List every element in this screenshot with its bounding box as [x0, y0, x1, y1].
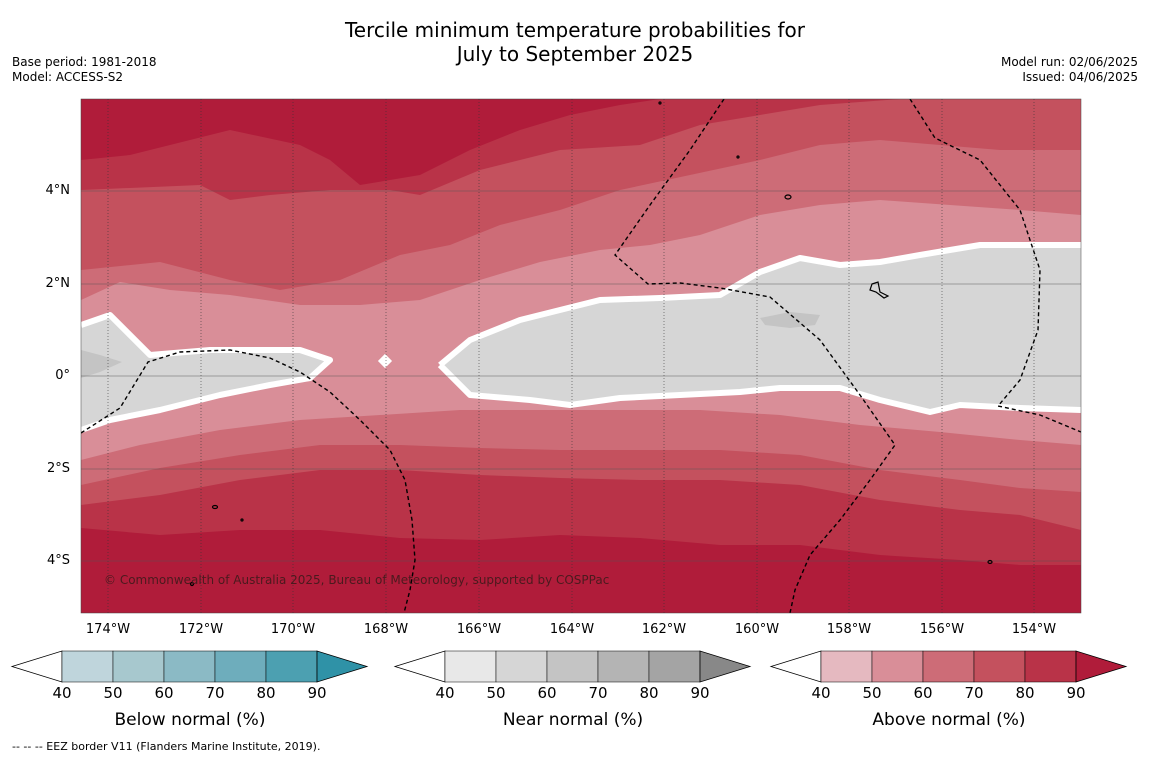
graticule-parallels — [81, 190, 1081, 562]
run-info-right: Model run: 02/06/2025 Issued: 04/06/2025 — [1001, 55, 1138, 85]
lon-tick-174w: 174°W — [85, 622, 131, 637]
near-normal-upper-extend — [699, 650, 752, 683]
above-normal-lower-extend — [769, 650, 822, 683]
lat-tick-0: 0° — [55, 368, 70, 383]
lat-tick-4n: 4°N — [45, 183, 71, 198]
lat-tick-2s: 2°S — [46, 461, 70, 476]
near-normal-title: Near normal (%) — [502, 710, 644, 730]
below-normal-level-label: 80 — [256, 684, 276, 702]
map-title: Tercile minimum temperature probabilitie… — [0, 18, 1150, 66]
near-normal-50-patch — [760, 312, 820, 328]
islands — [189, 101, 993, 587]
above-normal-title: Above normal (%) — [872, 710, 1026, 730]
lon-tick-166w: 166°W — [456, 622, 502, 637]
lon-tick-162w: 162°W — [641, 622, 687, 637]
above-normal-level-label: 80 — [1015, 684, 1035, 702]
below-normal-title: Below normal (%) — [114, 710, 266, 730]
near-normal-level-label: 90 — [690, 684, 710, 702]
below-normal-level-label: 50 — [103, 684, 123, 702]
below-normal-segment — [214, 650, 267, 683]
lat-tick-4s: 4°S — [46, 553, 70, 568]
above-normal-segment — [871, 650, 924, 683]
below-normal-segment — [163, 650, 216, 683]
colorbars — [10, 650, 1128, 683]
below-normal-colorbar — [10, 650, 369, 683]
above-normal-segment — [922, 650, 975, 683]
model-name: Model: ACCESS-S2 — [12, 70, 124, 84]
near-normal-segment — [648, 650, 701, 683]
above-80-south — [81, 528, 1081, 613]
near-normal-segment — [546, 650, 599, 683]
probability-map — [81, 99, 1081, 613]
below-normal-level-label: 40 — [52, 684, 72, 702]
near-normal-segment — [597, 650, 650, 683]
above-normal-level-label: 40 — [811, 684, 831, 702]
near-normal-lower-extend — [393, 650, 446, 683]
below-normal-lower-extend — [10, 650, 63, 683]
title-line-2: July to September 2025 — [456, 42, 694, 66]
eez-borders — [81, 99, 1081, 613]
above-normal-segment — [820, 650, 873, 683]
above-normal-level-label: 90 — [1066, 684, 1086, 702]
small-gap-marker — [377, 353, 393, 369]
near-normal-segment — [444, 650, 497, 683]
near-normal-level-label: 40 — [435, 684, 455, 702]
lon-tick-172w: 172°W — [178, 622, 224, 637]
lon-tick-170w: 170°W — [270, 622, 316, 637]
lon-tick-164w: 164°W — [549, 622, 595, 637]
lat-tick-2n: 2°N — [45, 276, 71, 291]
near-normal-level-label: 60 — [537, 684, 557, 702]
eez-footnote: -- -- -- EEZ border V11 (Flanders Marine… — [12, 740, 321, 753]
map-frame — [80, 98, 1082, 614]
above-normal-colorbar — [769, 650, 1128, 683]
run-info-left: Base period: 1981-2018 Model: ACCESS-S2 — [12, 55, 157, 85]
near-normal-level-label: 80 — [639, 684, 659, 702]
below-normal-level-label: 90 — [307, 684, 327, 702]
above-normal-level-label: 70 — [964, 684, 984, 702]
title-line-1: Tercile minimum temperature probabilitie… — [344, 18, 806, 42]
near-normal-segment — [495, 650, 548, 683]
lon-tick-154w: 154°W — [1011, 622, 1057, 637]
lon-tick-160w: 160°W — [734, 622, 780, 637]
above-normal-level-label: 60 — [913, 684, 933, 702]
lon-tick-156w: 156°W — [919, 622, 965, 637]
lon-tick-158w: 158°W — [826, 622, 872, 637]
near-normal-level-label: 70 — [588, 684, 608, 702]
above-normal-segment — [1024, 650, 1077, 683]
below-normal-segment — [265, 650, 318, 683]
copyright-notice: © Commonwealth of Australia 2025, Bureau… — [104, 573, 610, 587]
below-normal-segment — [61, 650, 114, 683]
below-normal-level-label: 70 — [205, 684, 225, 702]
near-normal-band — [81, 245, 1081, 430]
model-run-date: Model run: 02/06/2025 — [1000, 55, 1138, 69]
above-normal-level-label: 50 — [862, 684, 882, 702]
lon-tick-168w: 168°W — [363, 622, 409, 637]
near-normal-colorbar — [393, 650, 752, 683]
issued-date: Issued: 04/06/2025 — [1022, 70, 1138, 84]
below-normal-level-label: 60 — [154, 684, 174, 702]
below-normal-segment — [112, 650, 165, 683]
above-normal-upper-extend — [1075, 650, 1128, 683]
base-period: Base period: 1981-2018 — [12, 55, 157, 69]
near-normal-west-patch — [81, 350, 122, 378]
below-normal-upper-extend — [316, 650, 369, 683]
above-normal-segment — [973, 650, 1026, 683]
near-normal-level-label: 50 — [486, 684, 506, 702]
near-normal-band-outline — [81, 242, 1081, 433]
